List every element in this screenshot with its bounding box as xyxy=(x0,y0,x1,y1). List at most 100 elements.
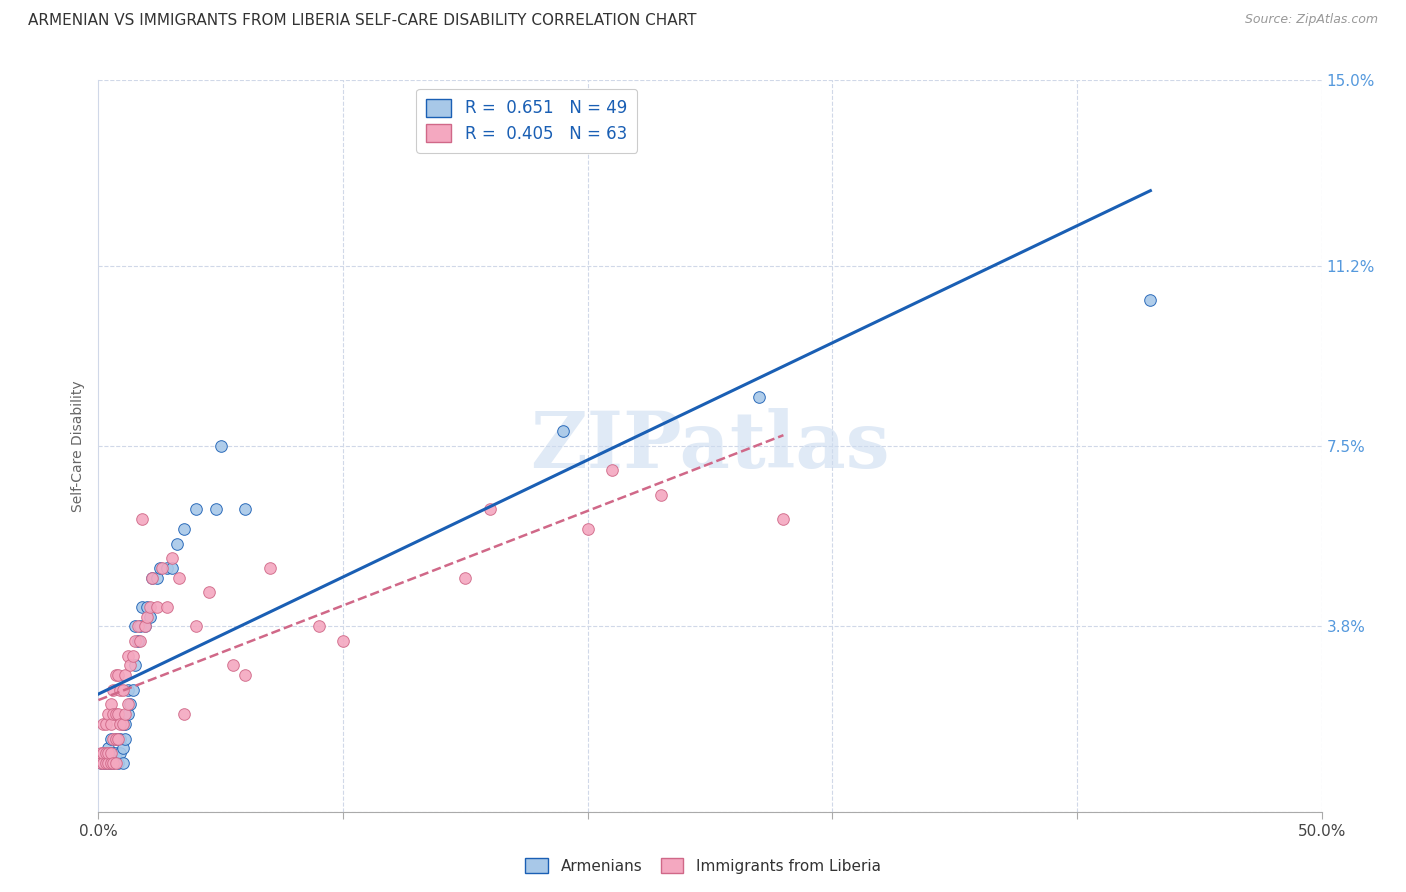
Point xyxy=(117,648,139,663)
Point xyxy=(131,512,153,526)
Point xyxy=(104,668,127,682)
Point xyxy=(94,756,117,770)
Point xyxy=(127,634,149,648)
Point xyxy=(150,561,173,575)
Point xyxy=(100,756,122,770)
Point xyxy=(136,599,159,614)
Point xyxy=(111,741,134,756)
Point xyxy=(149,561,172,575)
Point xyxy=(104,746,127,760)
Point xyxy=(209,439,232,453)
Point xyxy=(748,390,770,404)
Point xyxy=(91,746,114,760)
Point xyxy=(772,512,794,526)
Legend: Armenians, Immigrants from Liberia: Armenians, Immigrants from Liberia xyxy=(519,852,887,880)
Point xyxy=(205,502,228,516)
Point xyxy=(259,561,281,575)
Point xyxy=(222,658,245,673)
Point xyxy=(124,634,146,648)
Point xyxy=(173,707,195,722)
Point xyxy=(233,502,256,516)
Point xyxy=(104,756,127,770)
Point xyxy=(454,571,477,585)
Point xyxy=(141,571,163,585)
Point xyxy=(197,585,219,599)
Point xyxy=(90,756,112,770)
Point xyxy=(124,619,146,633)
Text: ARMENIAN VS IMMIGRANTS FROM LIBERIA SELF-CARE DISABILITY CORRELATION CHART: ARMENIAN VS IMMIGRANTS FROM LIBERIA SELF… xyxy=(28,13,696,29)
Point xyxy=(124,658,146,673)
Point xyxy=(129,634,152,648)
Point xyxy=(553,425,575,439)
Point xyxy=(110,682,132,697)
Point xyxy=(101,731,124,746)
Point xyxy=(600,463,623,477)
Point xyxy=(650,488,672,502)
Point xyxy=(91,717,114,731)
Point xyxy=(91,746,114,760)
Y-axis label: Self-Care Disability: Self-Care Disability xyxy=(72,380,86,512)
Point xyxy=(94,746,117,760)
Point xyxy=(117,682,139,697)
Text: ZIPatlas: ZIPatlas xyxy=(530,408,890,484)
Point xyxy=(114,717,136,731)
Point xyxy=(100,746,122,760)
Point xyxy=(134,619,156,633)
Point xyxy=(91,756,114,770)
Point xyxy=(101,682,124,697)
Point xyxy=(107,756,129,770)
Point xyxy=(173,522,195,536)
Point xyxy=(117,707,139,722)
Point xyxy=(104,731,127,746)
Point xyxy=(160,561,183,575)
Point xyxy=(233,668,256,682)
Point xyxy=(110,731,132,746)
Point xyxy=(100,717,122,731)
Point xyxy=(131,599,153,614)
Point xyxy=(117,698,139,712)
Point xyxy=(94,717,117,731)
Point xyxy=(166,536,188,550)
Point xyxy=(107,707,129,722)
Point xyxy=(90,746,112,760)
Point xyxy=(129,619,152,633)
Point xyxy=(576,522,599,536)
Point xyxy=(139,599,162,614)
Point xyxy=(91,756,114,770)
Point xyxy=(100,746,122,760)
Point xyxy=(94,746,117,760)
Point xyxy=(107,731,129,746)
Point xyxy=(156,561,179,575)
Point xyxy=(101,707,124,722)
Point xyxy=(478,502,501,516)
Point xyxy=(121,682,143,697)
Point xyxy=(97,756,120,770)
Point xyxy=(111,717,134,731)
Point xyxy=(127,619,149,633)
Point xyxy=(97,756,120,770)
Text: Source: ZipAtlas.com: Source: ZipAtlas.com xyxy=(1244,13,1378,27)
Point xyxy=(97,741,120,756)
Point xyxy=(100,756,122,770)
Point xyxy=(120,698,142,712)
Point xyxy=(101,756,124,770)
Point xyxy=(141,571,163,585)
Point xyxy=(136,609,159,624)
Point xyxy=(107,731,129,746)
Point xyxy=(100,731,122,746)
Point xyxy=(121,648,143,663)
Point xyxy=(114,707,136,722)
Point xyxy=(111,682,134,697)
Point xyxy=(110,746,132,760)
Point xyxy=(186,502,208,516)
Point xyxy=(114,731,136,746)
Point xyxy=(94,756,117,770)
Point xyxy=(139,609,162,624)
Point xyxy=(97,707,120,722)
Point xyxy=(160,551,183,566)
Point xyxy=(110,717,132,731)
Point xyxy=(308,619,330,633)
Point xyxy=(146,571,169,585)
Point xyxy=(111,717,134,731)
Point xyxy=(101,756,124,770)
